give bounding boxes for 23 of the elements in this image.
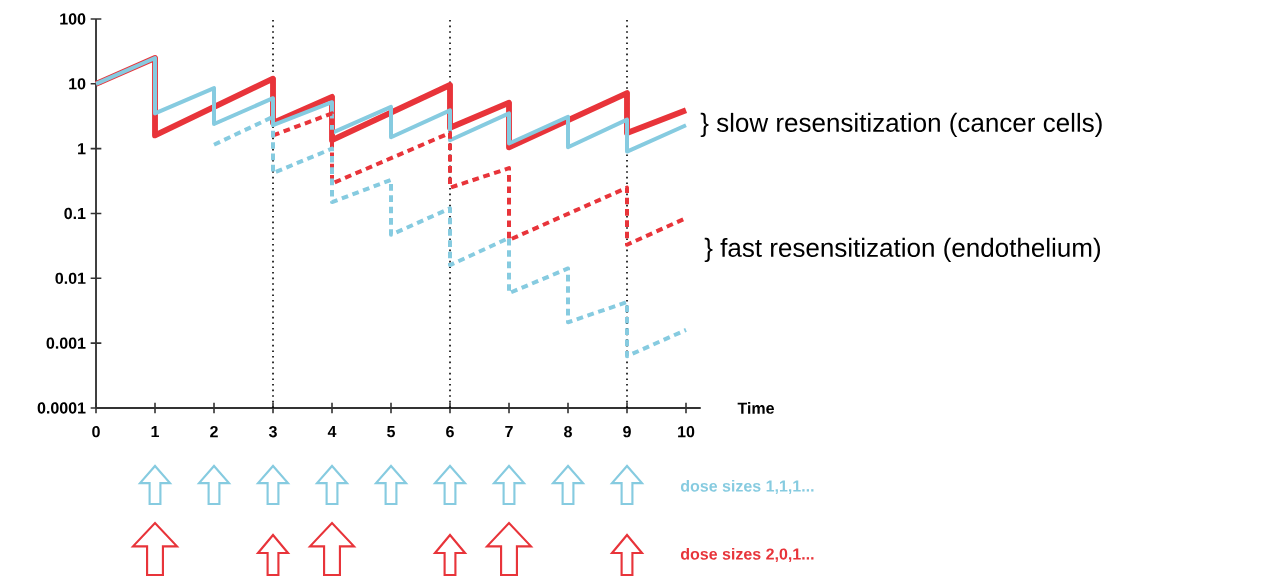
x-tick-label: 8 [564, 426, 572, 438]
x-tick-label: 3 [268, 426, 277, 438]
text: } fast resensitization (endothelium) [704, 237, 1101, 263]
y-tick-label: 100 [60, 13, 86, 25]
x-axis-title: Time [737, 402, 774, 414]
x-tick-label: 0 [92, 426, 100, 438]
x-tick-label: 9 [623, 426, 631, 438]
x-tick-label: 5 [387, 426, 396, 438]
y-tick-label: 0.001 [46, 337, 86, 349]
x-tick-label: 2 [210, 426, 218, 438]
y-tick-label: 0.1 [64, 207, 86, 220]
y-tick-label: 0.01 [55, 272, 86, 284]
text: dose sizes 1,1,1... [680, 479, 814, 495]
annotation: } slow resensitization (cancer cells) [700, 112, 1102, 138]
y-tick-label: 1 [78, 143, 86, 155]
y-tick-label: 10 [69, 78, 86, 90]
x-tick-label: 10 [678, 426, 695, 438]
y-tick-label: 0.0001 [37, 402, 86, 414]
x-tick-label: 6 [446, 426, 454, 438]
text: dose sizes 2,0,1... [680, 547, 814, 563]
x-tick-label: 7 [505, 426, 513, 438]
x-tick-label: 1 [151, 426, 160, 438]
x-tick-label: 4 [327, 426, 337, 438]
